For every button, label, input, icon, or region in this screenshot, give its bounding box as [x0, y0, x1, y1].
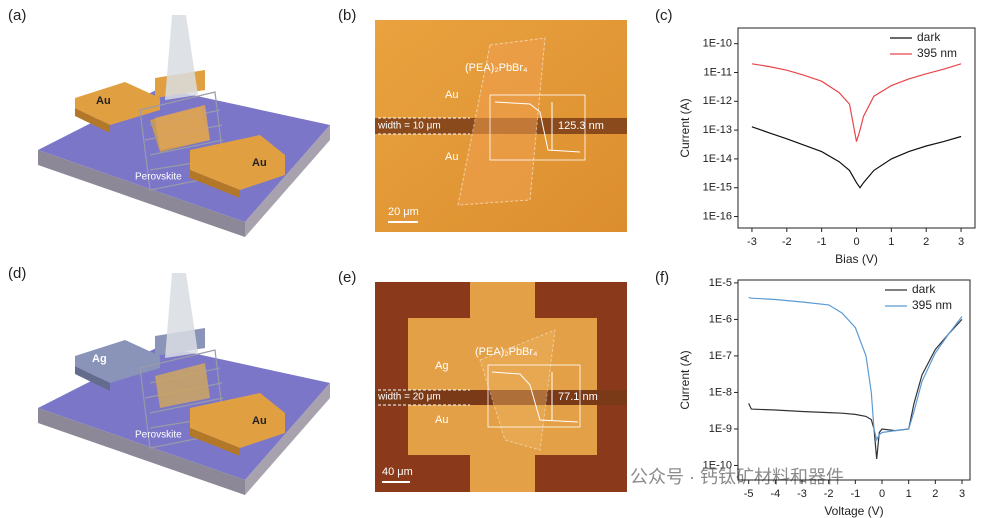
series-line: [751, 126, 962, 189]
y-tick-label: 1E-11: [703, 66, 732, 78]
x-tick-label: 1: [906, 488, 912, 500]
electrode-label: Au: [445, 151, 458, 163]
legend-label: dark: [912, 282, 936, 296]
width-label: width = 20 μm: [377, 392, 441, 403]
y-tick-label: 1E-10: [703, 38, 732, 50]
y-tick-label: 1E-12: [703, 95, 732, 107]
schematic-a: (a) Au Au Perovskite: [8, 7, 330, 237]
series-line: [748, 296, 963, 442]
x-tick-label: 1: [888, 236, 894, 248]
x-tick-label: 2: [923, 236, 929, 248]
x-tick-label: 3: [959, 488, 965, 500]
y-axis-label: Current (A): [678, 350, 692, 409]
panel-label: (d): [8, 265, 26, 282]
electrode-label: Au: [96, 95, 111, 107]
material-label: Perovskite: [135, 430, 182, 441]
series-line: [748, 318, 963, 460]
scale-bar-label: 40 μm: [382, 466, 413, 478]
y-tick-label: 1E-5: [709, 277, 732, 289]
legend-label: dark: [917, 30, 941, 44]
panel-label: (a): [8, 7, 26, 24]
material-label: (PEA)₂PbBr₄: [475, 346, 538, 358]
x-tick-label: -2: [824, 488, 834, 500]
legend-label: 395 nm: [912, 298, 952, 312]
plot-frame: [737, 279, 971, 481]
electrode-label: Ag: [435, 360, 448, 372]
y-tick-label: 1E-7: [709, 350, 732, 362]
x-tick-label: -5: [744, 488, 754, 500]
micrograph-b: (b) width = 10 μm (PEA)₂PbBr₄ Au Au 125.…: [338, 7, 627, 232]
x-tick-label: -2: [782, 236, 792, 248]
x-axis-label: Bias (V): [835, 252, 878, 266]
y-tick-label: 1E-16: [703, 210, 732, 222]
watermark: 公众号 · 钙钛矿材料和器件: [630, 467, 844, 487]
panel-label: (c): [655, 7, 673, 24]
y-tick-label: 1E-13: [703, 124, 732, 136]
x-tick-label: -3: [747, 236, 757, 248]
y-tick-label: 1E-10: [703, 459, 732, 471]
y-tick-label: 1E-15: [703, 182, 732, 194]
electrode-label: Ag: [92, 353, 107, 365]
scale-bar-label: 20 μm: [388, 206, 419, 218]
schematic-d: (d) Ag Au Perovskite: [8, 265, 330, 495]
thickness-label: 125.3 nm: [558, 120, 604, 132]
panel-label: (e): [338, 269, 356, 286]
x-tick-label: 0: [853, 236, 859, 248]
electrode-label: Au: [445, 89, 458, 101]
series-line: [751, 63, 962, 142]
x-tick-label: 0: [879, 488, 885, 500]
y-tick-label: 1E-14: [703, 153, 732, 165]
x-tick-label: -1: [817, 236, 827, 248]
y-axis-label: Current (A): [678, 98, 692, 157]
electrode-label: Au: [435, 414, 448, 426]
x-tick-label: 2: [932, 488, 938, 500]
electrode-label: Au: [252, 415, 267, 427]
panel-label: (b): [338, 7, 356, 24]
x-axis-label: Voltage (V): [824, 504, 883, 518]
y-tick-label: 1E-6: [709, 313, 732, 325]
y-tick-label: 1E-8: [709, 386, 732, 398]
width-label: width = 10 μm: [377, 121, 441, 132]
x-tick-label: -1: [850, 488, 860, 500]
panel-label: (f): [655, 269, 669, 286]
material-label: Perovskite: [135, 172, 182, 183]
x-tick-label: 3: [958, 236, 964, 248]
x-tick-label: -3: [797, 488, 807, 500]
x-tick-label: -4: [770, 488, 780, 500]
material-label: (PEA)₂PbBr₄: [465, 62, 528, 74]
thickness-label: 77.1 nm: [558, 391, 598, 403]
micrograph-e: (e) width = 20 μm (PEA)₂PbBr₄ Ag Au 77.1…: [338, 269, 627, 492]
electrode-label: Au: [252, 157, 267, 169]
y-tick-label: 1E-9: [709, 423, 732, 435]
legend-label: 395 nm: [917, 46, 957, 60]
